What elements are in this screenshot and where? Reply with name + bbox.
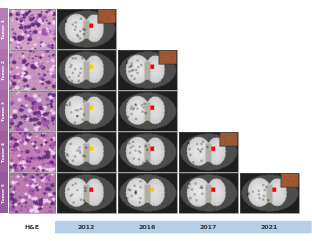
Text: Tumor 1: Tumor 1 [2,19,6,39]
FancyBboxPatch shape [0,90,8,131]
Text: 2012: 2012 [78,225,95,230]
Text: H&E: H&E [24,225,40,230]
FancyBboxPatch shape [0,8,8,49]
Text: 2017: 2017 [200,225,217,230]
Text: Tumor 4: Tumor 4 [2,142,6,162]
FancyBboxPatch shape [0,172,8,213]
Text: Tumor 3: Tumor 3 [2,101,6,121]
Text: 2021: 2021 [261,225,278,230]
FancyBboxPatch shape [0,49,8,90]
Text: 2016: 2016 [139,225,156,230]
Text: Tumor 2: Tumor 2 [2,60,6,80]
FancyBboxPatch shape [55,221,312,233]
Text: Tumor 5: Tumor 5 [2,183,6,203]
FancyBboxPatch shape [0,131,8,172]
